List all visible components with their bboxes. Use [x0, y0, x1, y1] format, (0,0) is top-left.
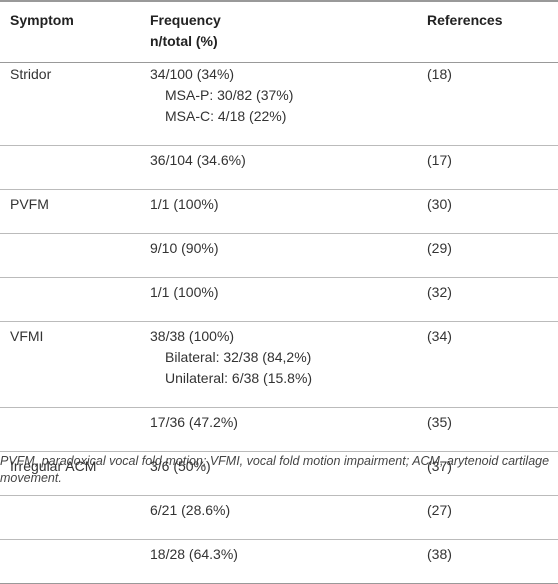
symptom-cell: Irregular ACM [10, 458, 97, 474]
reference-cell: (17) [427, 152, 452, 168]
row-rule [0, 145, 558, 146]
frequency-detail: MSA-C: 4/18 (22%) [165, 108, 287, 124]
frequency-cell: 1/1 (100%) [150, 284, 219, 300]
row-rule [0, 321, 558, 322]
top-rule [0, 0, 558, 2]
reference-cell: (38) [427, 546, 452, 562]
reference-cell: (34) [427, 328, 452, 344]
row-rule [0, 407, 558, 408]
reference-cell: (29) [427, 240, 452, 256]
header-rule [0, 62, 558, 63]
header-cell: Frequency n/total (%) [150, 12, 221, 49]
row-rule [0, 277, 558, 278]
frequency-detail: Unilateral: 6/38 (15.8%) [165, 370, 313, 386]
frequency-detail: MSA-P: 30/82 (37%) [165, 87, 294, 103]
frequency-cell: 1/1 (100%) [150, 196, 219, 212]
symptom-cell: PVFM [10, 196, 49, 212]
frequency-cell: 3/6 (50%) [150, 458, 211, 474]
reference-cell: (30) [427, 196, 452, 212]
frequency-cell: 36/104 (34.6%) [150, 152, 246, 168]
frequency-cell: 38/38 (100%) [150, 328, 235, 344]
symptom-cell: Stridor [10, 66, 52, 82]
symptom-cell: VFMI [10, 328, 44, 344]
frequency-cell: 17/36 (47.2%) [150, 414, 238, 430]
frequency-cell: 18/28 (64.3%) [150, 546, 238, 562]
row-rule [0, 189, 558, 190]
reference-cell: (37) [427, 458, 452, 474]
header-cell: Symptom [10, 12, 74, 28]
row-rule [0, 233, 558, 234]
row-rule [0, 495, 558, 496]
frequency-cell: 9/10 (90%) [150, 240, 219, 256]
reference-cell: (27) [427, 502, 452, 518]
frequency-cell: 6/21 (28.6%) [150, 502, 231, 518]
reference-cell: (18) [427, 66, 452, 82]
frequency-cell: 34/100 (34%) [150, 66, 235, 82]
row-rule [0, 451, 558, 452]
header-cell: References [427, 12, 503, 28]
reference-cell: (35) [427, 414, 452, 430]
row-rule [0, 539, 558, 540]
frequency-detail: Bilateral: 32/38 (84,2%) [165, 349, 312, 365]
reference-cell: (32) [427, 284, 452, 300]
